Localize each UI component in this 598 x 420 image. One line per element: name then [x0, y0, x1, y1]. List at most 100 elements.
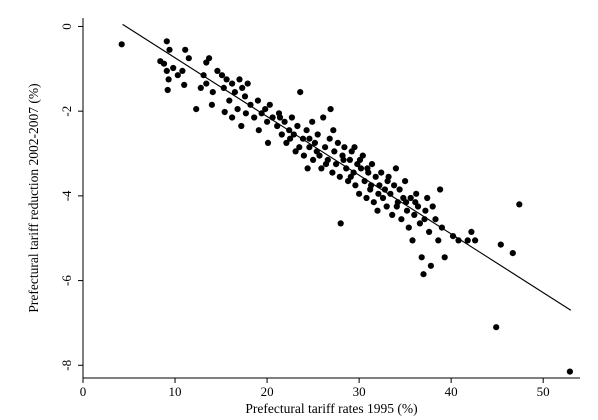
data-point [347, 173, 354, 180]
data-point [412, 199, 419, 206]
data-point [413, 190, 420, 197]
plot-area [118, 23, 574, 375]
data-point [251, 114, 258, 121]
data-point [287, 135, 294, 142]
data-point [214, 67, 221, 74]
data-point [306, 144, 313, 151]
data-point [322, 144, 329, 151]
data-point [300, 152, 307, 159]
data-point [330, 127, 337, 134]
data-point [566, 368, 574, 375]
y-tick-label: 0 [59, 23, 74, 30]
data-point [468, 228, 475, 235]
data-point [166, 46, 173, 53]
data-point [165, 76, 172, 83]
data-point [375, 190, 382, 197]
data-point [435, 237, 442, 244]
data-point [334, 139, 341, 146]
x-tick-label: 10 [169, 384, 182, 399]
data-point [407, 194, 414, 202]
data-point [163, 67, 170, 74]
data-point [296, 144, 303, 151]
data-point [387, 190, 394, 197]
data-point [160, 60, 168, 67]
data-point [264, 139, 272, 146]
x-tick-label: 30 [353, 384, 366, 399]
x-axis-ticks: 0 10 20 30 40 50 [80, 378, 550, 399]
data-point [297, 89, 304, 96]
data-point [429, 203, 436, 210]
data-point [311, 139, 318, 146]
data-point [310, 156, 317, 163]
data-point [333, 161, 340, 168]
data-point [472, 237, 479, 244]
data-point [255, 127, 262, 134]
data-point [193, 106, 200, 113]
data-point [329, 169, 336, 176]
x-tick-label: 40 [445, 384, 458, 399]
data-point [209, 89, 216, 96]
data-point [322, 161, 330, 168]
data-point [326, 135, 333, 142]
data-point [509, 250, 516, 257]
data-point [393, 203, 400, 210]
data-point [303, 127, 310, 134]
data-point [356, 190, 363, 197]
data-point [234, 106, 241, 113]
y-tick-label: -4 [59, 190, 74, 201]
data-point [203, 80, 210, 87]
data-point [378, 169, 385, 176]
data-point [218, 72, 226, 79]
data-point [437, 186, 444, 193]
data-point [343, 165, 350, 172]
data-point [118, 41, 125, 48]
x-tick-label: 20 [261, 384, 274, 399]
data-point [292, 148, 299, 155]
data-point [363, 194, 370, 202]
data-point [368, 161, 376, 168]
data-point [405, 224, 412, 231]
data-point [391, 182, 398, 189]
data-point [336, 173, 343, 180]
data-point [422, 207, 429, 214]
data-point [432, 216, 439, 223]
data-point [229, 114, 236, 121]
data-point [306, 135, 313, 142]
data-point [418, 254, 425, 261]
data-point [493, 324, 500, 331]
data-point [398, 216, 405, 223]
data-point [294, 122, 301, 130]
data-point [244, 80, 251, 87]
data-point [226, 97, 233, 104]
data-point [337, 220, 344, 227]
data-point [164, 86, 171, 94]
data-point [236, 76, 243, 83]
data-point [163, 38, 170, 45]
data-point [327, 106, 334, 113]
data-point [383, 203, 390, 210]
x-axis-title: Prefectural tariff rates 1995 (%) [245, 401, 417, 416]
data-point [416, 220, 423, 227]
data-point [331, 148, 338, 155]
data-point [179, 67, 186, 74]
data-point [411, 211, 418, 218]
data-point [396, 186, 403, 193]
data-point [206, 55, 213, 62]
x-tick-label: 0 [80, 384, 87, 399]
data-point [409, 237, 416, 244]
data-point [424, 194, 431, 202]
data-point [364, 165, 371, 172]
data-point [455, 237, 462, 244]
data-point [174, 72, 181, 79]
data-point [238, 122, 245, 130]
data-point [441, 254, 448, 261]
data-point [464, 237, 471, 244]
data-point [229, 80, 236, 87]
data-point [288, 114, 295, 121]
data-point [420, 271, 427, 278]
y-axis-title: Prefectural tariff reduction 2002-2007 (… [26, 83, 41, 312]
data-point [304, 165, 311, 172]
data-point [389, 211, 396, 218]
data-point [239, 84, 246, 91]
data-point [221, 108, 228, 116]
